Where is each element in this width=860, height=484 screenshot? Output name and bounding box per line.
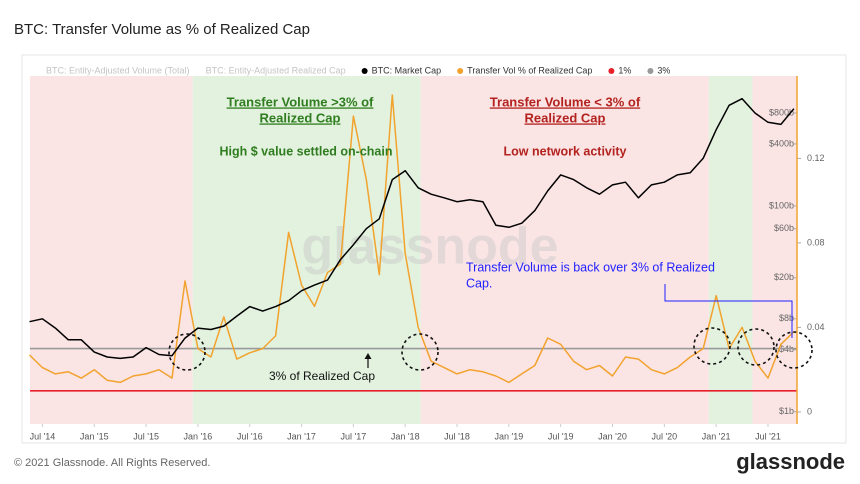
region <box>420 76 709 424</box>
series-line <box>29 97 795 360</box>
annotation-connector <box>664 284 793 338</box>
annotation: Low network activity <box>504 144 627 158</box>
x-tick-label: Jul '14 <box>30 431 56 441</box>
legend-marker <box>647 68 654 74</box>
region <box>192 76 421 424</box>
legend-marker <box>457 68 464 74</box>
y2-tick-label: 0 <box>807 406 812 416</box>
y2-tick-label: 0.12 <box>807 153 825 163</box>
highlight-circle <box>401 333 439 371</box>
highlight-circle <box>737 328 775 366</box>
annotation: Transfer Volume < 3% of <box>490 94 641 109</box>
legend-label: 1% <box>618 65 631 75</box>
x-tick-label: Jul '16 <box>237 431 263 441</box>
region <box>708 76 753 424</box>
y-tick-label: $1b <box>779 406 794 416</box>
x-tick-label: Jan '17 <box>287 431 316 441</box>
legend-label: BTC: Entity-Adjusted Volume (Total) <box>46 65 190 75</box>
annotation: High $ value settled on-chain <box>220 144 393 158</box>
x-tick-label: Jan '15 <box>80 431 109 441</box>
region <box>752 76 797 424</box>
x-tick-label: Jul '15 <box>133 431 159 441</box>
y-tick-label: $8b <box>779 313 794 323</box>
series-line <box>28 94 795 384</box>
logo: glassnode <box>736 449 845 474</box>
chart-frame <box>21 54 847 444</box>
x-tick-label: Jan '19 <box>494 431 523 441</box>
annotation: Transfer Volume >3% of <box>227 94 374 109</box>
annotation-arrowhead <box>364 353 372 359</box>
x-tick-label: Jul '21 <box>755 431 781 441</box>
x-tick-label: Jan '21 <box>702 431 731 441</box>
y-tick-label: $20b <box>774 272 794 282</box>
y2-tick-label: 0.08 <box>807 237 825 247</box>
x-tick-label: Jul '19 <box>548 431 574 441</box>
x-tick-label: Jan '20 <box>598 431 627 441</box>
y-tick-label: $60b <box>774 223 794 233</box>
annotation: Cap. <box>466 276 492 290</box>
x-tick-label: Jul '17 <box>341 431 367 441</box>
x-tick-label: Jul '20 <box>651 431 677 441</box>
legend-marker <box>608 68 615 74</box>
legend-label: BTC: Entity-Adjusted Realized Cap <box>206 65 346 75</box>
x-tick-label: Jan '18 <box>391 431 420 441</box>
y2-tick-label: 0.04 <box>807 322 825 332</box>
x-tick-label: Jan '16 <box>184 431 213 441</box>
highlight-circle <box>693 327 731 365</box>
highlight-circle <box>168 333 206 371</box>
highlight-circle <box>775 331 813 369</box>
region <box>30 76 193 424</box>
y-tick-label: $400b <box>769 138 794 148</box>
legend-label: 3% <box>657 65 670 75</box>
legend-marker <box>361 68 368 74</box>
annotation: Realized Cap <box>525 110 606 125</box>
y-tick-label: $800b <box>769 107 794 117</box>
page-title: BTC: Transfer Volume as % of Realized Ca… <box>14 21 310 38</box>
y-tick-label: $100b <box>769 200 794 210</box>
annotation: Realized Cap <box>260 110 341 125</box>
annotation: Transfer Volume is back over 3% of Reali… <box>466 260 715 274</box>
annotation: 3% of Realized Cap <box>269 369 375 383</box>
x-tick-label: Jul '18 <box>444 431 470 441</box>
footer: © 2021 Glassnode. All Rights Reserved. <box>14 457 210 469</box>
legend-label: BTC: Market Cap <box>372 65 442 75</box>
legend-label: Transfer Vol % of Realized Cap <box>467 65 592 75</box>
